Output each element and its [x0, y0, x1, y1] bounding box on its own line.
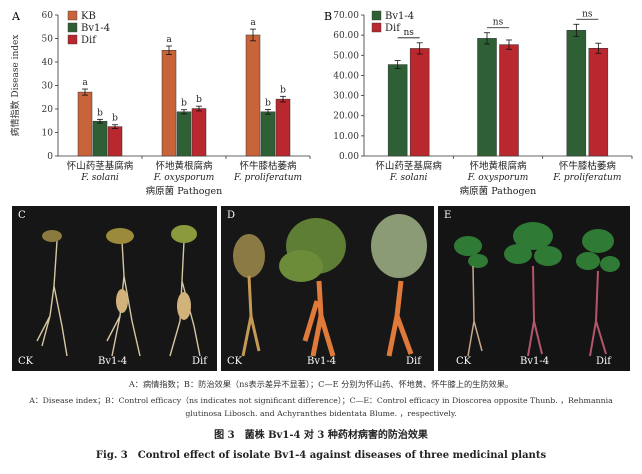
x-tick-label-en: F. proliferatum — [552, 173, 621, 183]
significance-label: ns — [403, 28, 414, 38]
photo-e-panel-label: E — [444, 210, 451, 221]
figure-title-en: Fig. 3 Control effect of isolate Bv1-4 a… — [95, 450, 547, 461]
significance-label: ns — [582, 9, 593, 19]
bar-dif — [588, 47, 609, 157]
y-tick-label: 40 — [42, 58, 54, 68]
y-tick-label: 20.00 — [333, 112, 359, 122]
photo-d-panel-label: D — [227, 210, 235, 221]
photo-c-label-ck: CK — [18, 356, 34, 367]
bar-kb — [161, 50, 177, 157]
significance-letter: b — [265, 98, 271, 108]
x-tick-label-cn: 怀山药茎基腐病 — [375, 160, 442, 172]
legend-swatch — [371, 22, 382, 33]
rehmannia-plants-image: D — [221, 206, 434, 371]
caption-en-line1: A：Disease index；B：Control efficacy（ns in… — [29, 396, 613, 405]
photo-e-label-ck: CK — [456, 356, 472, 367]
photo-d-label-dif: Dif — [406, 356, 421, 367]
x-tick-label-cn: 怀地黄根腐病 — [469, 160, 527, 172]
y-tick-label: 70.00 — [333, 11, 359, 21]
photo-e-label-dif: Dif — [596, 356, 611, 367]
significance-letter: a — [82, 78, 88, 88]
y-tick-label: 10.00 — [333, 132, 359, 142]
y-tick-label: 50.00 — [333, 51, 359, 61]
y-tick-label: 20 — [42, 105, 54, 115]
significance-letter: b — [181, 99, 187, 109]
x-tick-label-cn: 怀牛膝枯萎病 — [559, 160, 617, 172]
bar-bv14 — [176, 111, 192, 157]
significance-letter: a — [166, 35, 172, 45]
legend-label: Dif — [385, 23, 401, 34]
achyranthes-plants-image: E — [438, 206, 630, 371]
yam-plants-image: C — [12, 206, 217, 371]
legend-swatch — [67, 10, 78, 21]
y-axis-label: 防治效果/% Control efficacy — [320, 23, 321, 147]
significance-letter: b — [112, 114, 118, 124]
y-tick-label: 60.00 — [333, 31, 359, 41]
x-tick-label-cn: 怀山药茎基腐病 — [67, 160, 134, 172]
bar-dif — [275, 98, 291, 157]
significance-letter: b — [280, 85, 286, 95]
significance-label: ns — [493, 18, 504, 28]
y-tick-label: 0.00 — [339, 152, 359, 162]
y-tick-label: 50 — [42, 35, 54, 45]
bar-bv14 — [260, 111, 276, 157]
bar-dif — [107, 126, 123, 157]
photo-d-label-bv: Bv1-4 — [307, 356, 337, 367]
bar-dif — [191, 108, 207, 157]
photo-panel-d: D CK Bv1-4 Dif — [221, 206, 434, 371]
legend-swatch — [371, 10, 382, 21]
bar-kb — [245, 34, 261, 157]
bar-dif — [409, 48, 430, 157]
x-tick-label-en: F. solani — [389, 173, 428, 183]
y-tick-label: 60 — [42, 11, 54, 21]
significance-letter: a — [250, 18, 256, 28]
x-tick-label-en: F. oxysporum — [467, 173, 529, 183]
significance-letter: b — [196, 95, 202, 105]
x-axis-label: 病原菌 Pathogen — [460, 185, 537, 197]
bar-bv14 — [566, 30, 587, 157]
bar-kb — [77, 91, 93, 157]
y-tick-label: 10 — [42, 129, 54, 139]
photo-c-label-bv: Bv1-4 — [98, 356, 128, 367]
caption-en-line2: glutinosa Libosch. and Achyranthes biden… — [185, 409, 457, 418]
photo-e-label-bv: Bv1-4 — [520, 356, 550, 367]
bar-bv14 — [92, 120, 108, 157]
photo-c-panel-label: C — [18, 210, 26, 221]
figure-title-cn: 图 3 菌株 Bv1-4 对 3 种药材病害的防治效果 — [214, 430, 428, 441]
chart-b-plot: 0.00 10.00 20.00 30.00 40.00 50.00 60.00 70.00 防… — [320, 9, 633, 197]
y-axis-label: 病情指数 Disease index — [9, 35, 21, 137]
y-tick-label: 40.00 — [333, 71, 359, 81]
legend-label: Bv1-4 — [81, 23, 110, 34]
bar-dif — [499, 44, 519, 157]
x-axis-label: 病原菌 Pathogen — [146, 185, 223, 197]
caption-cn: A：病情指数；B：防治效果（ns表示差异不显著）；C—E 分别为怀山药、怀地黄、… — [128, 379, 514, 389]
x-tick-label-en: F. solani — [80, 173, 119, 183]
photo-c-label-dif: Dif — [192, 356, 207, 367]
y-tick-label: 30 — [42, 82, 54, 92]
x-tick-label-en: F. oxysporum — [153, 173, 215, 183]
y-tick-label: 30.00 — [333, 92, 359, 102]
photo-panel-c: C CK Bv1-4 Dif — [12, 206, 217, 371]
photo-panel-e: E CK Bv1-4 Dif — [438, 206, 630, 371]
legend-label: Bv1-4 — [385, 11, 414, 22]
legend-swatch — [67, 22, 78, 33]
bar-bv14 — [477, 38, 497, 157]
x-tick-label-cn: 怀牛膝枯萎病 — [239, 160, 297, 172]
legend-label: Dif — [81, 35, 97, 46]
y-tick-label: 0 — [47, 152, 53, 162]
panel-label-a: A — [11, 10, 21, 23]
chart-b: B 0.00 10.00 20.00 30.00 40.00 50.00 60.00 70.0… — [320, 9, 633, 197]
bar-bv14 — [387, 64, 408, 157]
panel-label-b: B — [324, 10, 332, 23]
legend-label: KB — [81, 11, 96, 22]
photo-d-label-ck: CK — [227, 356, 243, 367]
x-tick-label-cn: 怀地黄根腐病 — [155, 160, 213, 172]
legend-swatch — [67, 34, 78, 45]
chart-a: A 0 10 20 30 40 50 60 病情指数 Disease index 怀山药茎基腐病… — [9, 10, 311, 197]
x-tick-label-en: F. proliferatum — [233, 173, 302, 183]
significance-letter: b — [97, 108, 103, 118]
